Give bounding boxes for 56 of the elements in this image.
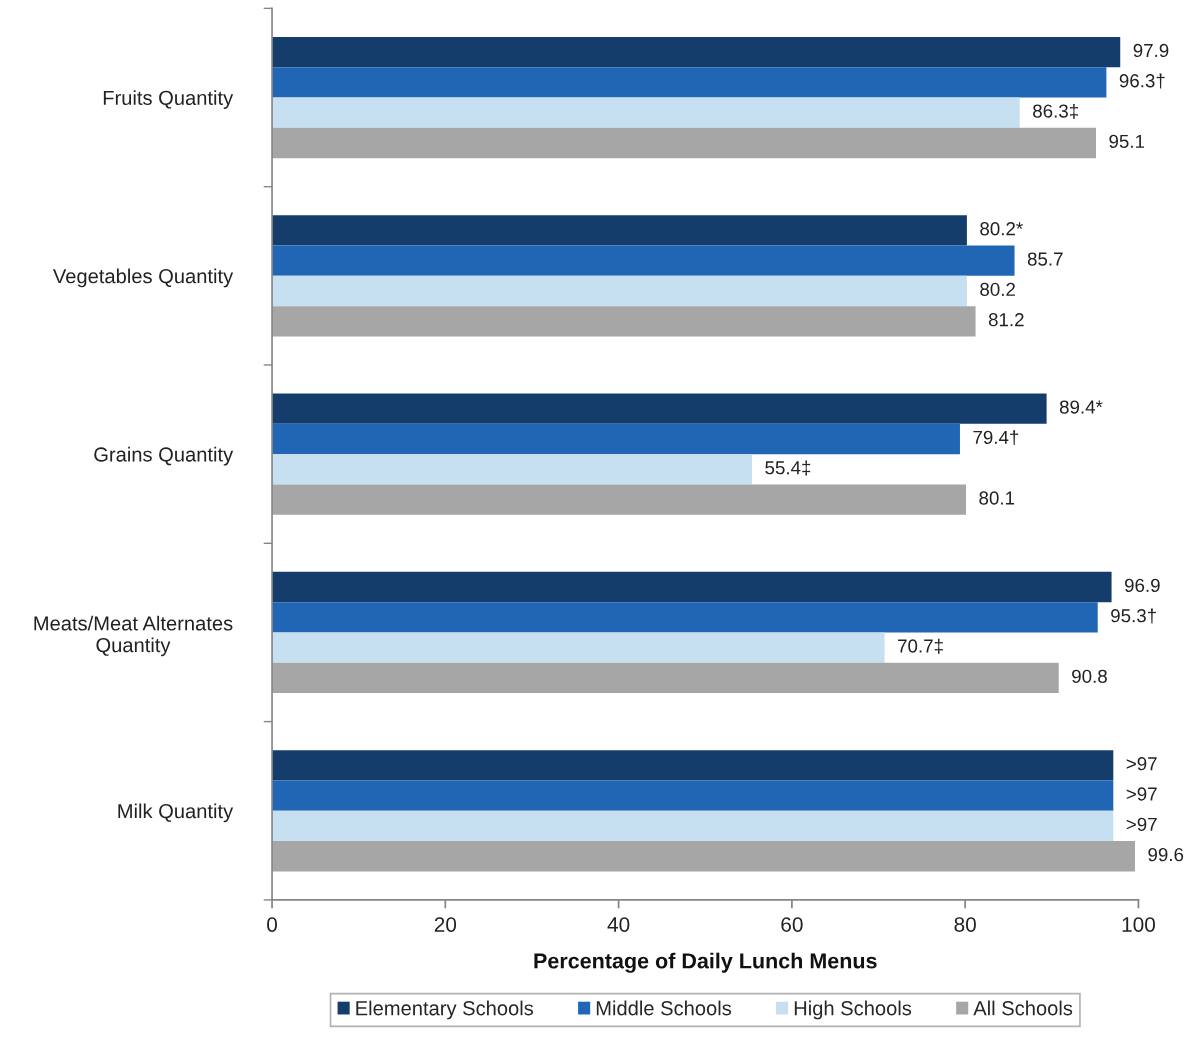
- bar: [272, 571, 1112, 603]
- data-label: >97: [1126, 787, 1157, 801]
- y-tick-label: Meats/Meat Alternates Quantity: [34, 615, 233, 657]
- bar: [272, 67, 1107, 98]
- data-label: 80.2: [980, 282, 1015, 297]
- x-tick-label: 80: [954, 917, 976, 932]
- bar: [272, 454, 753, 485]
- data-label: 95.3†: [1111, 608, 1156, 624]
- data-label: 79.4†: [973, 430, 1019, 446]
- y-tick-label: Grains Quantity: [94, 446, 234, 466]
- bar: [272, 780, 1114, 811]
- data-label: 80.2*: [980, 222, 1023, 236]
- data-label: >97: [1126, 757, 1157, 771]
- bar: [272, 245, 1015, 276]
- bar: [272, 215, 967, 246]
- y-tick-label: Fruits Quantity: [103, 90, 234, 109]
- data-label: 85.7: [1027, 252, 1063, 266]
- data-label: >97: [1126, 817, 1157, 831]
- bar: [272, 632, 885, 663]
- x-tick-label: 40: [607, 917, 630, 932]
- legend-label: Middle Schools: [596, 1000, 732, 1016]
- x-tick-label: 0: [267, 917, 278, 932]
- bar: [272, 36, 1121, 68]
- bar: [272, 423, 960, 455]
- data-label: 80.1: [979, 491, 1015, 505]
- legend-label: High Schools: [794, 1000, 912, 1020]
- bar: [272, 275, 967, 307]
- data-label: 70.7‡: [898, 638, 943, 654]
- x-axis-title: Percentage of Daily Lunch Menus: [534, 952, 877, 973]
- bar: [272, 602, 1098, 633]
- bar: [272, 393, 1047, 424]
- bar: [272, 662, 1059, 694]
- bar: [272, 750, 1114, 781]
- legend-label: Elementary Schools: [356, 1000, 534, 1020]
- x-tick-label: 60: [781, 917, 803, 932]
- data-label: 97.9: [1133, 43, 1169, 58]
- data-label: 99.6: [1148, 848, 1184, 862]
- bar: [272, 306, 976, 337]
- data-label: 95.1: [1109, 134, 1145, 149]
- data-label: 89.4*: [1059, 400, 1103, 414]
- x-tick-label: 100: [1122, 917, 1156, 932]
- bar: [272, 484, 967, 515]
- data-label: 90.8: [1072, 669, 1107, 683]
- legend-label: All Schools: [973, 1000, 1073, 1016]
- y-tick-label: Vegetables Quantity: [52, 268, 234, 288]
- bar: [272, 127, 1096, 159]
- data-label: 55.4‡: [765, 460, 811, 476]
- bar: [272, 841, 1135, 872]
- bar: [272, 97, 1020, 128]
- data-label: 86.3‡: [1033, 103, 1078, 119]
- x-tick-label: 20: [434, 917, 457, 932]
- data-label: 96.9: [1124, 578, 1160, 593]
- data-label: 96.3†: [1119, 73, 1165, 89]
- y-tick-label: Milk Quantity: [118, 803, 234, 823]
- bar: [272, 810, 1114, 842]
- data-label: 81.2: [988, 313, 1024, 327]
